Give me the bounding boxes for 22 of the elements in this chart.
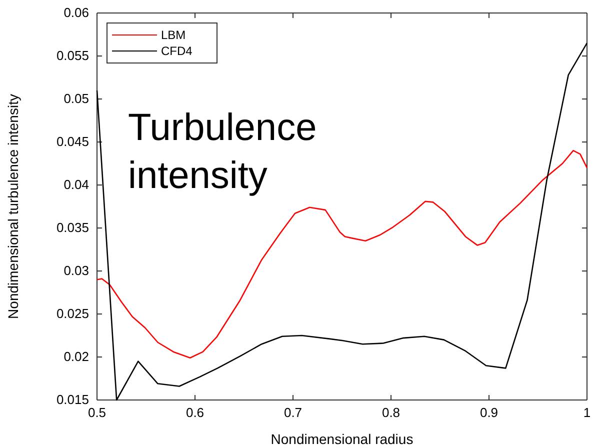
line-series	[96, 150, 588, 359]
x-tick-label: 0.6	[186, 405, 204, 420]
annotation: Turbulence intensity	[128, 107, 317, 197]
y-tick-label: 0.02	[64, 349, 89, 364]
y-tick-label: 0.04	[64, 177, 89, 192]
y-tick-label: 0.025	[56, 306, 89, 322]
x-tick-label: 0.5	[88, 405, 106, 420]
y-tick-label: 0.03	[64, 263, 89, 278]
x-tick-label: 0.9	[480, 405, 498, 420]
y-tick-label: 0.05	[64, 91, 89, 106]
legend-label: CFD4	[161, 44, 193, 58]
y-tick-label: 0.015	[56, 392, 89, 408]
x-axis-title: Nondimensional radius	[270, 431, 414, 447]
y-tick-label: 0.045	[56, 134, 89, 150]
x-tick-label: 0.7	[284, 405, 302, 420]
x-tick-label: 1	[583, 405, 591, 420]
legend-label: LBM	[161, 28, 186, 42]
x-tick-label: 0.8	[382, 405, 400, 420]
y-tick-label: 0.06	[64, 5, 89, 20]
y-tick-label: 0.055	[56, 48, 89, 64]
y-axis-title: Nondimensional turbulence intensity	[5, 94, 21, 319]
y-tick-label: 0.035	[56, 220, 89, 236]
